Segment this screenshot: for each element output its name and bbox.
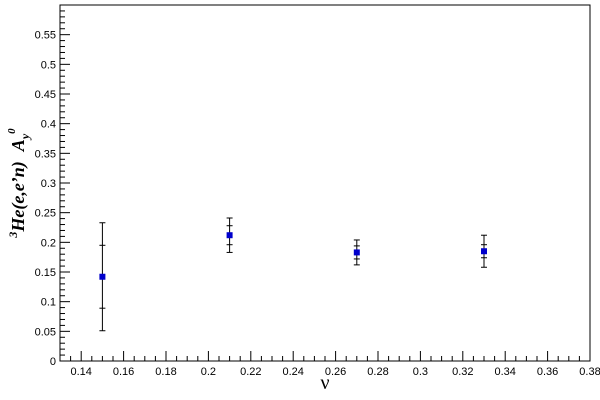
x-tick-label: 0.16 [113, 366, 134, 378]
y-tick-label: 0.4 [41, 119, 56, 131]
x-tick-label: 0.24 [282, 366, 303, 378]
x-tick-label: 0.34 [494, 366, 515, 378]
y-title-main: He(e,e’n) [8, 161, 29, 232]
y-title-sub: y [18, 133, 32, 141]
data-point [99, 273, 106, 280]
x-axis-ticks [59, 351, 591, 361]
y-title-sup: 3 [6, 232, 20, 239]
y-tick-label: 0.3 [41, 178, 56, 190]
x-tick-label: 0.2 [201, 366, 216, 378]
x-tick-label: 0.22 [240, 366, 261, 378]
y-tick-label: 0.15 [35, 267, 56, 279]
x-tick-label: 0.32 [452, 366, 473, 378]
data-markers [99, 232, 487, 280]
y-title-a: A [8, 139, 28, 152]
x-tick-label: 0.18 [155, 366, 176, 378]
x-tick-labels: 0.14 0.16 0.18 0.2 0.22 0.24 0.26 0.28 0.3 0.32 0.… [70, 366, 600, 378]
svg-text:3He(e,e’n)Ay0: 3He(e,e’n) Ay0 [6, 128, 32, 239]
x-tick-label: 0.38 [579, 366, 600, 378]
y-tick-labels: 0 0.05 0.1 0.15 0.2 0.25 0.3 0.35 0.4 0.45 0.5 0.55 [35, 30, 56, 368]
y-axis-ticks [60, 4, 70, 362]
x-tick-label: 0.36 [537, 366, 558, 378]
y-tick-label: 0.2 [41, 237, 56, 249]
y-tick-label: 0.5 [41, 59, 56, 71]
x-tick-label: 0.14 [70, 366, 91, 378]
y-tick-label: 0.55 [35, 30, 56, 42]
x-tick-label: 0.28 [367, 366, 388, 378]
data-point [226, 232, 233, 239]
y-tick-label: 0.1 [41, 297, 56, 309]
data-point [353, 249, 360, 256]
data-point [481, 248, 487, 255]
x-tick-label: 0.3 [413, 366, 428, 378]
error-bars [99, 217, 487, 332]
y-tick-label: 0.05 [35, 326, 56, 338]
y-axis-title: 3He(e,e’n) Ay0 [6, 128, 32, 239]
y-tick-label: 0.35 [35, 148, 56, 160]
plot-frame [59, 4, 591, 362]
y-tick-label: 0.25 [35, 208, 56, 220]
y-tick-label: 0.45 [35, 89, 56, 101]
y-title-sup2: 0 [6, 128, 18, 134]
x-axis-title: ν [320, 372, 329, 394]
x-tick-label: 0.26 [325, 366, 346, 378]
y-tick-label: 0 [50, 356, 56, 368]
